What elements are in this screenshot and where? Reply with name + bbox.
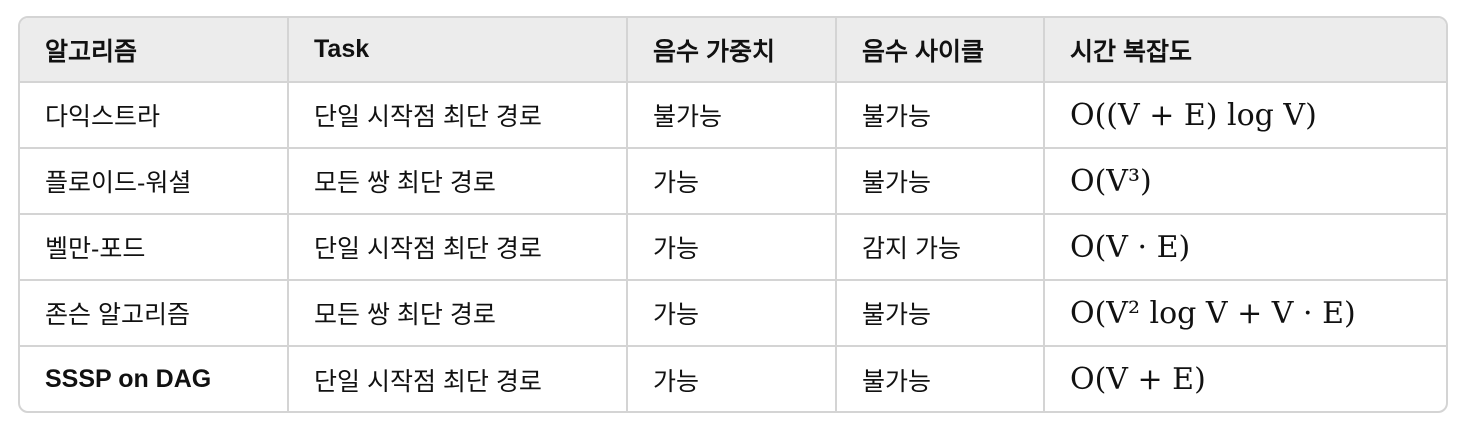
cell-negative-cycle: 불가능 xyxy=(836,346,1045,411)
cell-negative-weight: 가능 xyxy=(627,346,837,411)
header-time-complexity: 시간 복잡도 xyxy=(1044,18,1446,83)
header-negative-cycle: 음수 사이클 xyxy=(836,18,1045,83)
cell-task: 단일 시작점 최단 경로 xyxy=(288,214,628,281)
cell-negative-weight: 가능 xyxy=(627,214,837,281)
table-row: 플로이드-워셜 모든 쌍 최단 경로 가능 불가능 O(V³) xyxy=(20,148,1446,215)
header-row: 알고리즘 Task 음수 가중치 음수 사이클 시간 복잡도 xyxy=(20,18,1446,83)
cell-task: 단일 시작점 최단 경로 xyxy=(288,82,628,149)
cell-time-complexity: O(V + E) xyxy=(1070,362,1206,397)
cell-time-complexity: O((V + E) log V) xyxy=(1044,82,1446,149)
cell-algorithm: SSSP on DAG xyxy=(20,346,289,411)
cell-negative-cycle: 불가능 xyxy=(836,82,1045,149)
cell-time-complexity: O(V² log V + V · E) xyxy=(1044,280,1446,347)
cell-negative-cycle: 불가능 xyxy=(836,280,1045,347)
cell-time-complexity: O(V · E) xyxy=(1044,214,1446,281)
cell-negative-cycle: 불가능 xyxy=(836,148,1045,215)
cell-negative-weight: 가능 xyxy=(627,148,837,215)
header-algorithm: 알고리즘 xyxy=(20,18,289,83)
header-negative-weight: 음수 가중치 xyxy=(627,18,837,83)
cell-task: 모든 쌍 최단 경로 xyxy=(288,280,628,347)
comparison-table: 알고리즘 Task 음수 가중치 음수 사이클 시간 복잡도 다익스트라 단일 … xyxy=(18,16,1448,413)
cell-task: 단일 시작점 최단 경로 xyxy=(288,346,628,411)
cell-task: 모든 쌍 최단 경로 xyxy=(288,148,628,215)
table-row: 존슨 알고리즘 모든 쌍 최단 경로 가능 불가능 O(V² log V + V… xyxy=(20,280,1446,347)
header-task: Task xyxy=(288,18,628,83)
table-row: 벨만-포드 단일 시작점 최단 경로 가능 감지 가능 O(V · E) xyxy=(20,214,1446,281)
table-row: 다익스트라 단일 시작점 최단 경로 불가능 불가능 O((V + E) log… xyxy=(20,82,1446,149)
cell-algorithm: 존슨 알고리즘 xyxy=(20,280,289,347)
cell-algorithm: 다익스트라 xyxy=(20,82,289,149)
cell-algorithm: 벨만-포드 xyxy=(20,214,289,281)
table-header: 알고리즘 Task 음수 가중치 음수 사이클 시간 복잡도 xyxy=(20,18,1446,83)
cell-negative-weight: 불가능 xyxy=(627,82,837,149)
table-row: SSSP on DAG 단일 시작점 최단 경로 가능 불가능 O(V + E) xyxy=(20,346,1446,411)
table-body: 다익스트라 단일 시작점 최단 경로 불가능 불가능 O((V + E) log… xyxy=(20,82,1446,411)
cell-time-complexity: O(V³) xyxy=(1044,148,1446,215)
algorithm-table: 알고리즘 Task 음수 가중치 음수 사이클 시간 복잡도 다익스트라 단일 … xyxy=(20,18,1446,411)
cell-negative-weight: 가능 xyxy=(627,280,837,347)
cell-algorithm: 플로이드-워셜 xyxy=(20,148,289,215)
cell-negative-cycle: 감지 가능 xyxy=(836,214,1045,281)
